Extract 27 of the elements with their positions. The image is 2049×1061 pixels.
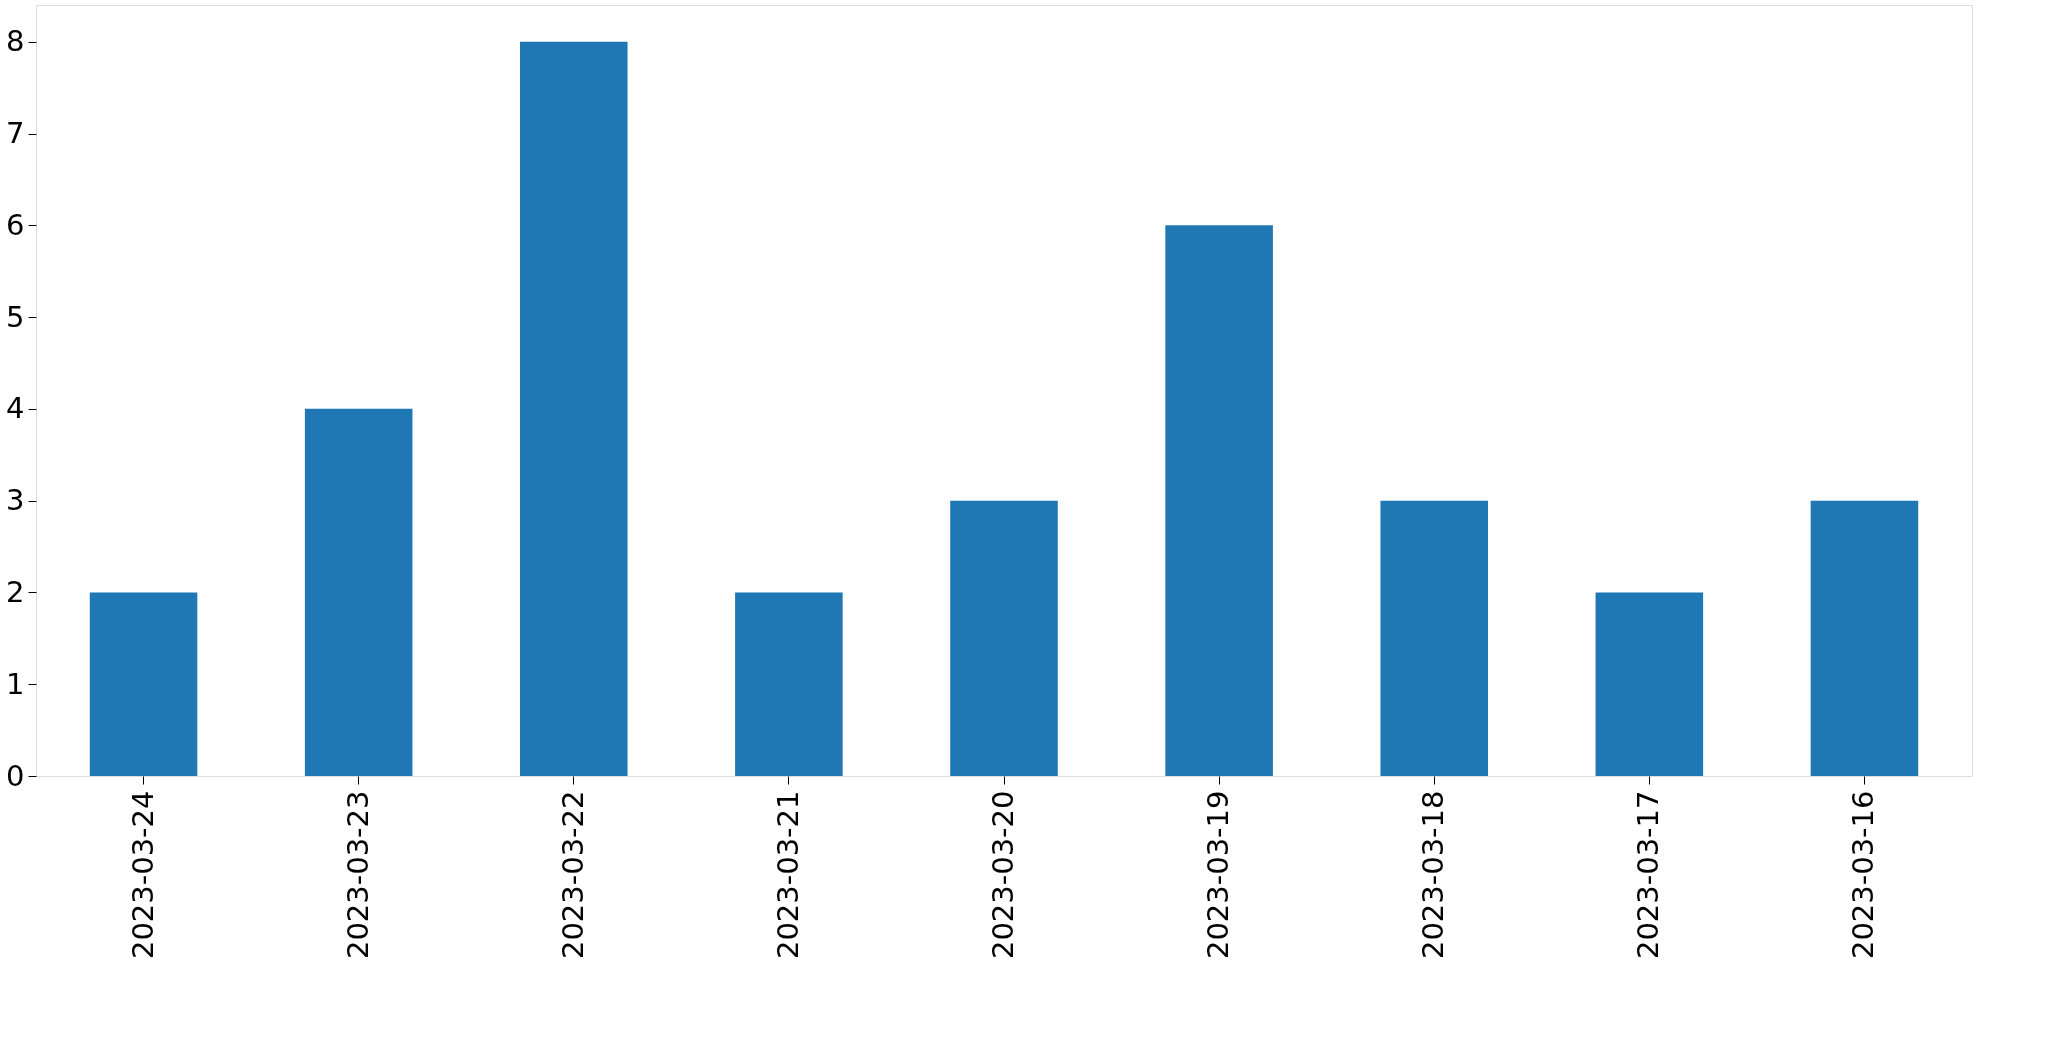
x-tick-label: 2023-03-21 [770,790,805,960]
y-tick-label: 2 [6,574,25,609]
bar [304,408,413,776]
x-tick-label: 2023-03-23 [340,790,375,960]
y-tick-label: 8 [6,24,25,59]
bar [1595,592,1704,776]
bar [735,592,843,776]
y-tick-label: 6 [6,207,25,242]
x-tick-label: 2023-03-19 [1201,790,1236,960]
x-tick-label: 2023-03-16 [1846,790,1881,960]
bar [1380,500,1488,776]
x-tick-label: 2023-03-22 [555,790,590,960]
y-tick-label: 1 [6,666,25,701]
bar [520,41,628,776]
bar [1810,500,1919,776]
x-tick-label: 2023-03-17 [1631,790,1666,960]
bar [950,500,1058,776]
y-tick-label: 0 [6,758,25,793]
y-tick-label: 4 [6,391,25,426]
y-tick-label: 7 [6,116,25,150]
y-tick-label: 5 [6,299,25,334]
x-tick-label: 2023-03-20 [986,790,1020,960]
x-tick-label: 2023-03-24 [125,790,160,960]
y-tick-label: 3 [6,483,25,518]
bar [89,592,198,776]
x-tick-label: 2023-03-18 [1416,790,1451,960]
bar [1165,225,1273,776]
